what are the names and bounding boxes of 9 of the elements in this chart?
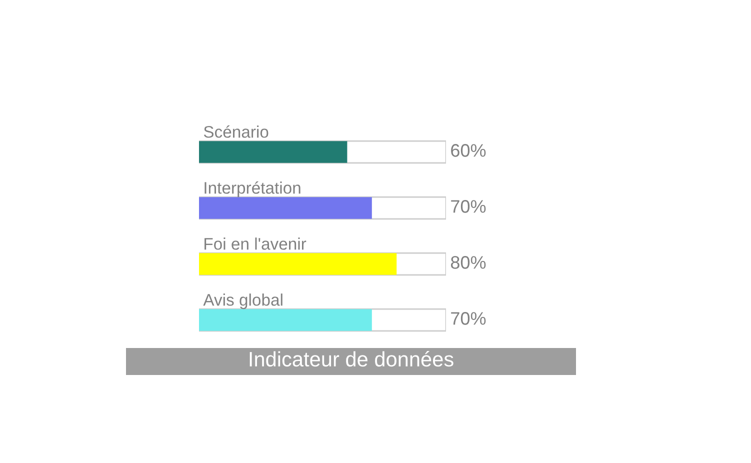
text: Indicateur de données [250, 351, 454, 367]
y-tick-label: Avis global [203, 294, 282, 310]
y-tick-label: Interprétation [204, 181, 300, 198]
data-label: 70% [451, 200, 486, 213]
y-tick-label: Scénario [204, 125, 268, 138]
data-label: 60% [451, 144, 486, 157]
y-tick-label: Foi en l'avenir [204, 238, 306, 250]
data-label: 80% [450, 256, 486, 269]
data-label: 70% [451, 312, 486, 325]
